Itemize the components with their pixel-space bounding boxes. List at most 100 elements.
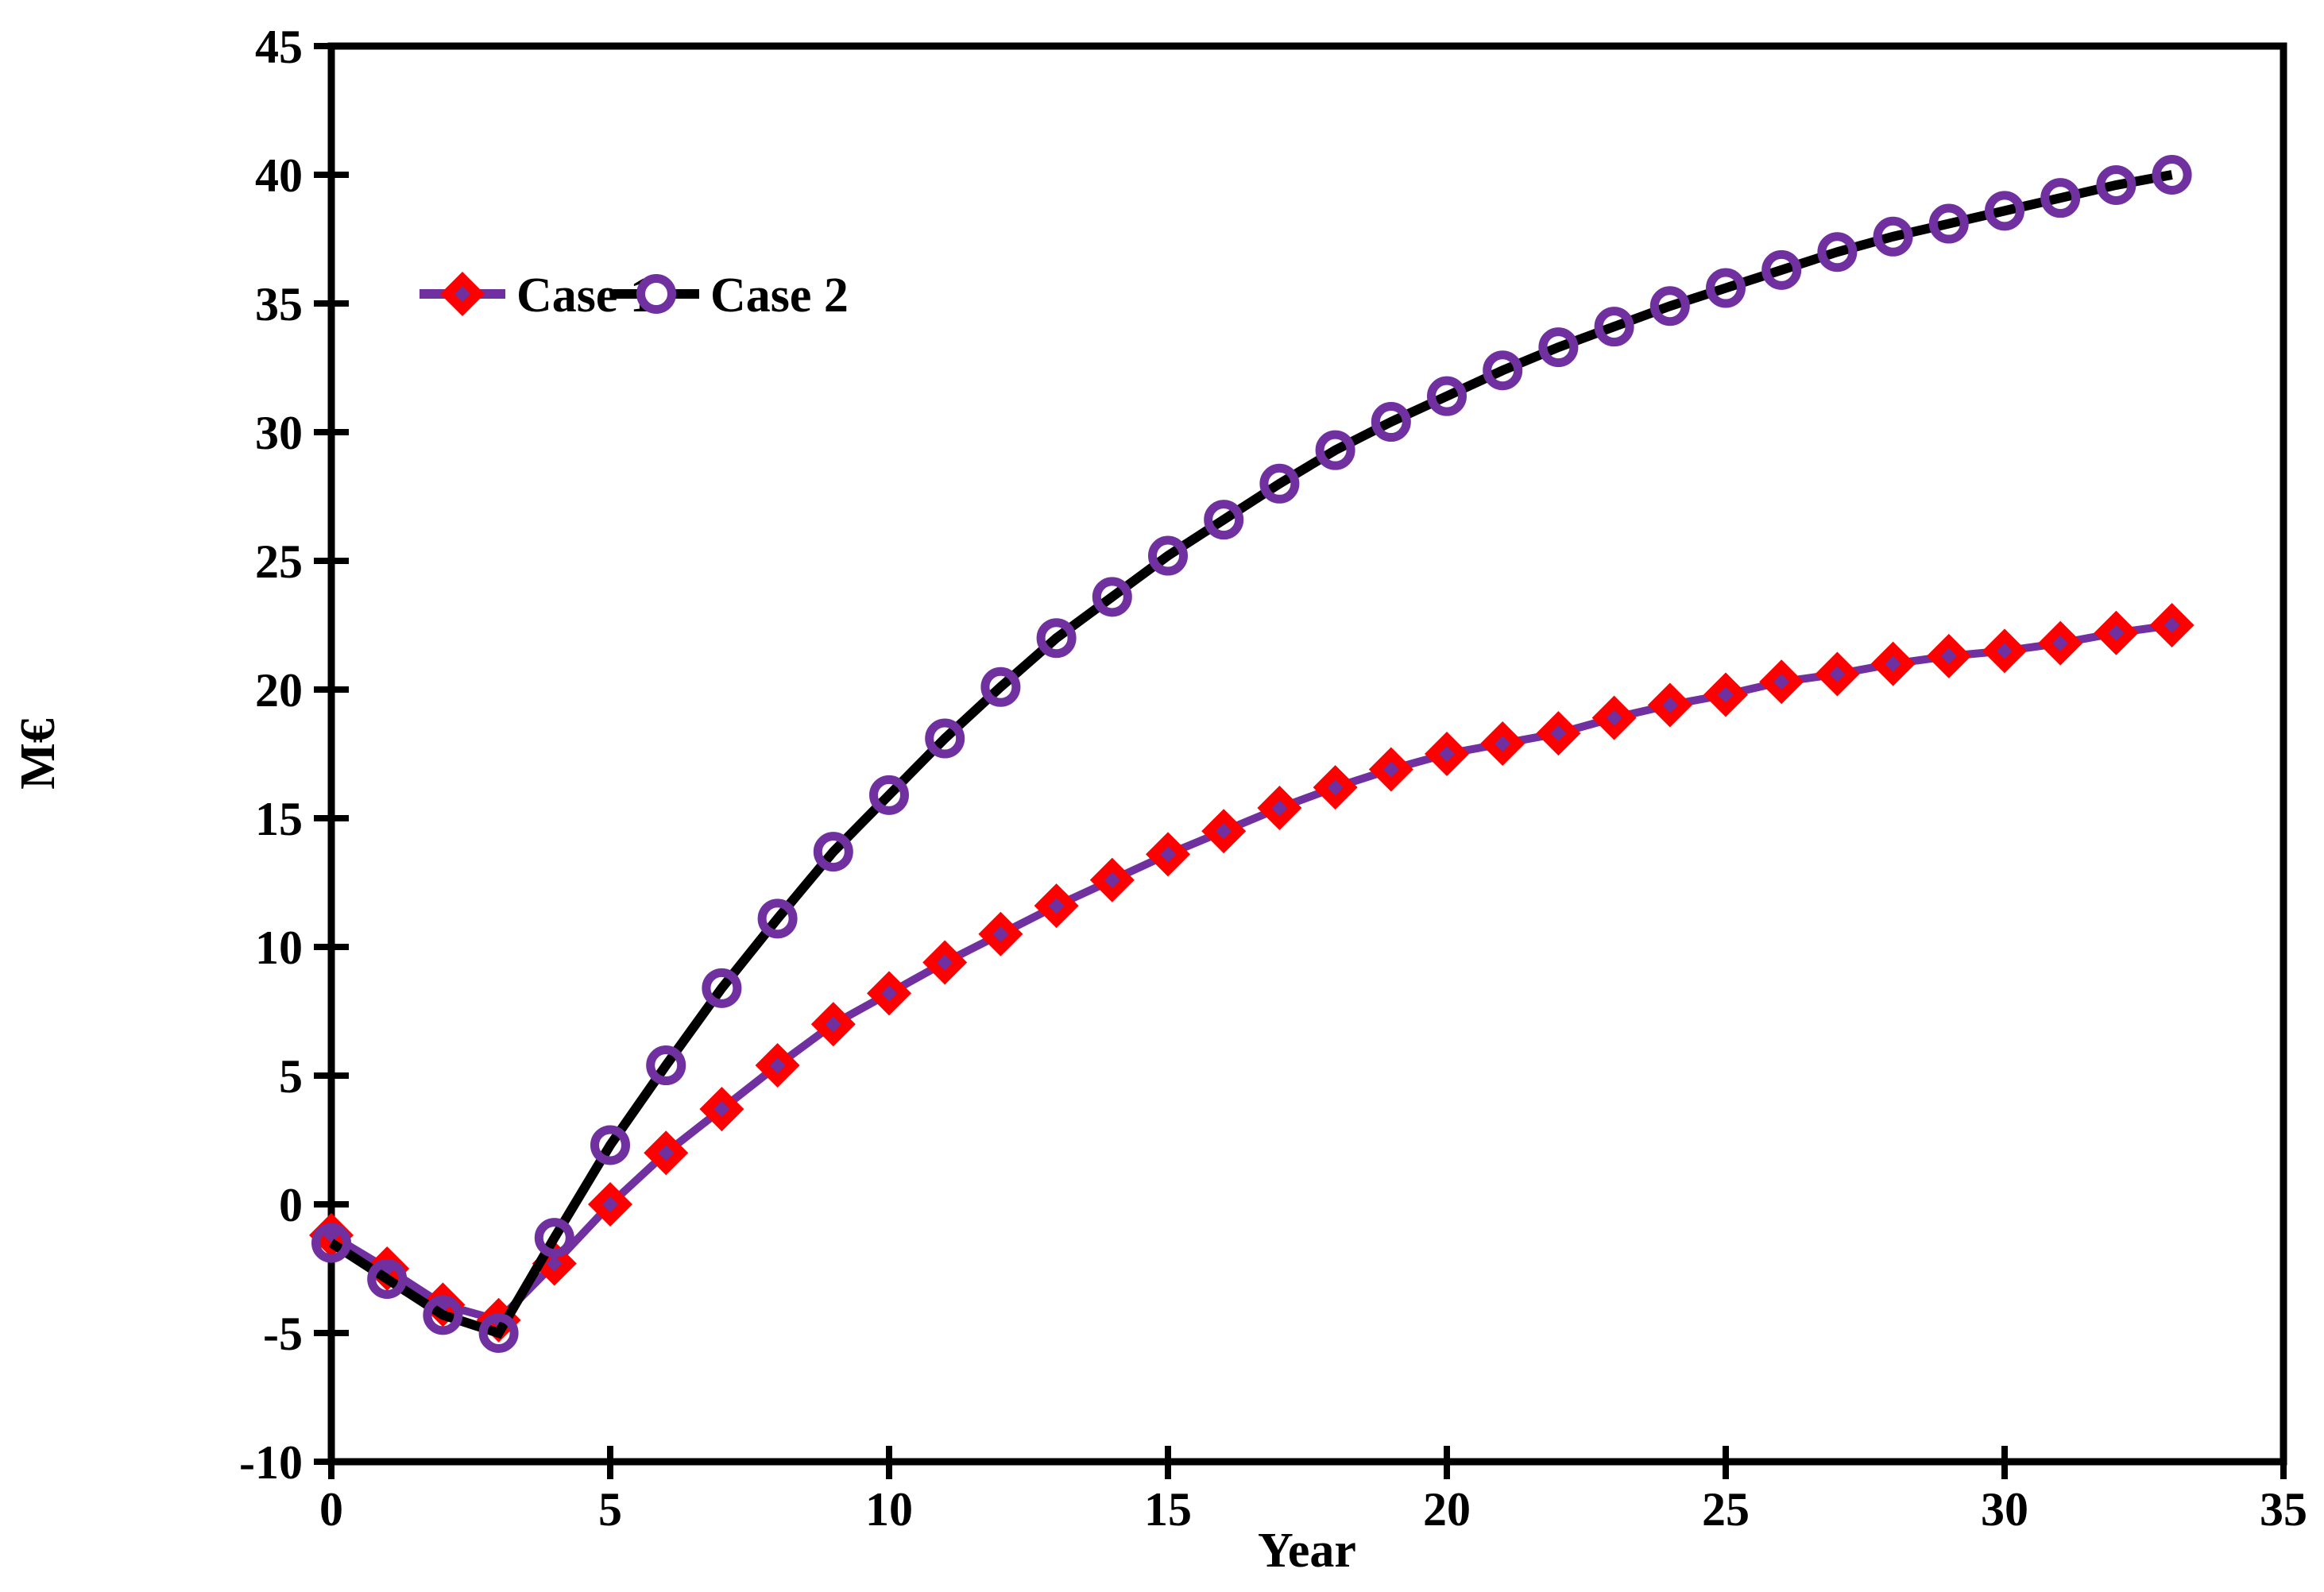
series-case-1 <box>309 603 2194 1343</box>
marker <box>1817 232 1858 272</box>
marker <box>646 1045 686 1086</box>
marker <box>1427 376 1467 416</box>
marker <box>367 1258 408 1299</box>
marker <box>658 1145 675 1161</box>
marker <box>1773 674 1790 690</box>
series-line <box>328 170 2173 1339</box>
marker <box>534 1218 574 1258</box>
y-axis-title: M€ <box>11 718 65 790</box>
marker <box>813 832 853 872</box>
marker <box>1160 846 1176 863</box>
marker <box>869 775 909 815</box>
y-tick-label: 35 <box>255 278 303 330</box>
marker <box>937 954 953 971</box>
y-tick-label: 40 <box>255 149 303 202</box>
marker <box>1204 500 1244 540</box>
marker <box>454 286 470 302</box>
y-tick-label: 30 <box>255 407 303 459</box>
marker <box>1439 746 1455 762</box>
marker <box>1036 618 1077 659</box>
marker <box>1259 463 1300 504</box>
series-line <box>329 621 2173 1325</box>
y-tick-label: 10 <box>255 922 303 974</box>
marker <box>1928 203 1969 244</box>
y-tick-label: -5 <box>263 1308 303 1360</box>
series-case-2 <box>311 155 2192 1353</box>
x-tick-label: 0 <box>319 1483 343 1536</box>
marker <box>992 925 1009 942</box>
marker <box>1550 725 1567 742</box>
marker <box>1382 761 1399 778</box>
x-tick-label: 15 <box>1144 1483 1192 1536</box>
x-tick-label: 35 <box>2260 1483 2307 1536</box>
marker <box>1718 686 1734 703</box>
marker <box>702 968 742 1008</box>
marker <box>1483 350 1523 391</box>
legend-swatch-marker <box>636 274 676 314</box>
marker <box>311 1223 351 1263</box>
marker <box>2108 624 2125 641</box>
y-tick-label: 45 <box>255 21 303 73</box>
marker <box>1761 249 1802 290</box>
x-tick-label: 5 <box>598 1483 622 1536</box>
marker <box>713 1101 730 1118</box>
marker <box>478 1313 519 1353</box>
marker <box>1048 898 1065 914</box>
marker <box>423 1295 463 1335</box>
marker <box>1495 736 1511 752</box>
marker <box>1606 709 1622 726</box>
x-tick-label: 30 <box>1981 1483 2028 1536</box>
marker <box>980 667 1021 707</box>
marker <box>1315 430 1355 470</box>
y-tick-label: 15 <box>255 793 303 845</box>
marker <box>590 1125 630 1165</box>
marker <box>1661 697 1678 713</box>
plot-area: 45 40 35 30 25 20 15 10 5 0 -5 -10 0 5 10 15 20 25 30 35 <box>239 21 2307 1536</box>
marker <box>2164 617 2180 633</box>
plot-border <box>327 42 2287 1466</box>
legend-item-case-1: Case 1 <box>420 269 655 323</box>
legend: Case 1 Case 2 <box>420 269 849 323</box>
marker <box>1538 327 1579 368</box>
x-tick-label: 25 <box>1702 1483 1750 1536</box>
legend-item-case-2: Case 2 <box>613 269 849 323</box>
legend-label: Case 2 <box>710 269 849 323</box>
marker <box>1104 871 1120 888</box>
marker <box>1092 577 1132 617</box>
x-axis-title: Year <box>1258 1524 1356 1578</box>
x-tick-label: 10 <box>865 1483 913 1536</box>
marker <box>757 898 798 939</box>
y-tick-label: 20 <box>255 664 303 717</box>
marker <box>2040 178 2081 218</box>
marker <box>2152 155 2192 195</box>
marker <box>825 1016 841 1033</box>
marker <box>1997 643 2013 659</box>
marker <box>1216 823 1232 840</box>
marker <box>1873 216 1913 257</box>
marker <box>1371 402 1411 442</box>
y-tick-label: 5 <box>279 1050 303 1103</box>
marker <box>925 718 965 759</box>
marker <box>1985 191 2024 231</box>
marker <box>1148 535 1188 576</box>
marker <box>602 1196 618 1212</box>
marker <box>1885 655 1901 672</box>
y-tick-label: -10 <box>239 1436 303 1489</box>
y-tick-label: 25 <box>255 535 303 588</box>
marker <box>2096 164 2136 205</box>
marker <box>1649 286 1690 327</box>
marker <box>769 1057 786 1074</box>
marker <box>1706 268 1746 308</box>
marker <box>1940 647 1957 664</box>
marker <box>881 985 897 1002</box>
marker <box>1829 666 1846 682</box>
marker <box>2052 635 2069 651</box>
marker <box>1327 779 1344 796</box>
marker <box>1594 307 1634 347</box>
marker <box>546 1255 563 1272</box>
y-tick-label: 0 <box>279 1179 303 1231</box>
marker <box>1271 800 1288 817</box>
x-tick-label: 20 <box>1423 1483 1471 1536</box>
